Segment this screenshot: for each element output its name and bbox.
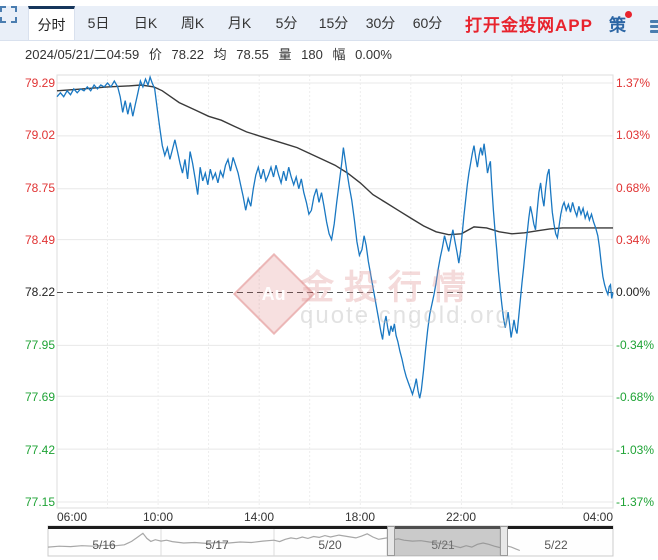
change-label: 幅 — [332, 47, 346, 62]
y-label-pct-1.03: 1.03% — [616, 128, 651, 142]
tab-monthly-k[interactable]: 月K — [227, 15, 252, 31]
watermark-title: 金投行情 — [300, 269, 476, 307]
tab-weekly-k[interactable]: 周K — [180, 15, 205, 31]
x-label-2200: 22:00 — [445, 510, 477, 524]
y-label-price-78.49: 78.49 — [24, 233, 55, 247]
y-label-pct--0.34: -0.34% — [616, 338, 655, 352]
more-icon-bars — [650, 20, 658, 36]
volume-value: 180 — [301, 47, 323, 62]
y-label-price-77.42: 77.42 — [24, 443, 55, 457]
nav-date-521: 5/21 — [431, 538, 455, 552]
open-app-link[interactable]: 打开金投网APP — [465, 15, 593, 35]
fullscreen-icon — [0, 6, 17, 23]
tab-5day[interactable]: 5日 — [87, 15, 110, 31]
nav-date-520: 5/20 — [318, 538, 342, 552]
navigator-left-handle[interactable] — [387, 526, 395, 556]
more-icon[interactable] — [650, 18, 658, 36]
navigator-top-bar — [48, 526, 613, 529]
avg-value: 78.55 — [236, 47, 269, 62]
y-label-pct--1.37: -1.37% — [616, 495, 655, 509]
nav-date-516: 5/16 — [92, 538, 116, 552]
y-label-pct-0.68: 0.68% — [616, 181, 651, 195]
change-value: 0.00% — [355, 47, 392, 62]
y-label-pct-1.37: 1.37% — [616, 76, 651, 90]
grid-lines — [57, 75, 613, 508]
notification-dot — [624, 11, 632, 18]
nav-date-522: 5/22 — [544, 538, 568, 552]
watermark-au-text: Au — [262, 283, 286, 304]
tab-60min[interactable]: 60分 — [412, 15, 443, 31]
y-label-price-77.69: 77.69 — [24, 390, 55, 404]
y-label-price-79.02: 79.02 — [24, 128, 55, 142]
x-label-0400: 04:00 — [582, 510, 613, 524]
tab-5min[interactable]: 5分 — [275, 15, 298, 31]
y-label-price-77.95: 77.95 — [24, 338, 55, 352]
avg-label: 均 — [213, 47, 227, 62]
quote-datetime: 2024/05/21/二04:59 — [25, 47, 140, 62]
watermark-url: quote.cngold.org — [300, 302, 511, 329]
tab-fenshi[interactable]: 分时 — [28, 6, 75, 40]
tab-30min[interactable]: 30分 — [365, 15, 396, 31]
tab-15min[interactable]: 15分 — [318, 15, 349, 31]
y-label-pct-0.00: 0.00% — [616, 285, 651, 299]
y-label-pct-0.34: 0.34% — [616, 233, 651, 247]
plot-border — [56, 74, 614, 509]
quote-infobar: 2024/05/21/二04:59 价 78.22 均 78.55 量 180 … — [25, 44, 398, 62]
price-line — [56, 74, 614, 399]
navigator-track[interactable] — [47, 525, 614, 557]
volume-label: 量 — [278, 47, 292, 62]
strategy-button[interactable]: 策 — [608, 6, 632, 40]
y-label-price-77.15: 77.15 — [24, 495, 55, 509]
navigator-right-handle[interactable] — [500, 526, 508, 556]
x-label-1000: 10:00 — [142, 510, 174, 524]
y-label-pct--1.03: -1.03% — [616, 443, 655, 457]
period-tabbar: 分时 5日 日K 周K 月K 5分 15分 30分 60分 打开金投网APP 策 — [0, 6, 658, 41]
x-label-1400: 14:00 — [243, 510, 275, 524]
price-value: 78.22 — [171, 47, 205, 62]
x-label-1800: 18:00 — [344, 510, 376, 524]
price-label: 价 — [148, 47, 162, 62]
navigator-selected-range[interactable] — [387, 526, 508, 556]
nav-date-517: 5/17 — [205, 538, 229, 552]
tab-daily-k[interactable]: 日K — [133, 15, 158, 31]
strategy-label: 策 — [608, 15, 626, 35]
average-line — [56, 84, 613, 236]
y-label-price-78.22: 78.22 — [24, 285, 55, 299]
y-label-price-79.29: 79.29 — [24, 76, 55, 90]
navigator-sparkline — [47, 532, 521, 552]
y-label-price-78.75: 78.75 — [24, 181, 55, 195]
x-label-0600: 06:00 — [57, 510, 88, 524]
y-label-pct--0.68: -0.68% — [616, 390, 655, 404]
